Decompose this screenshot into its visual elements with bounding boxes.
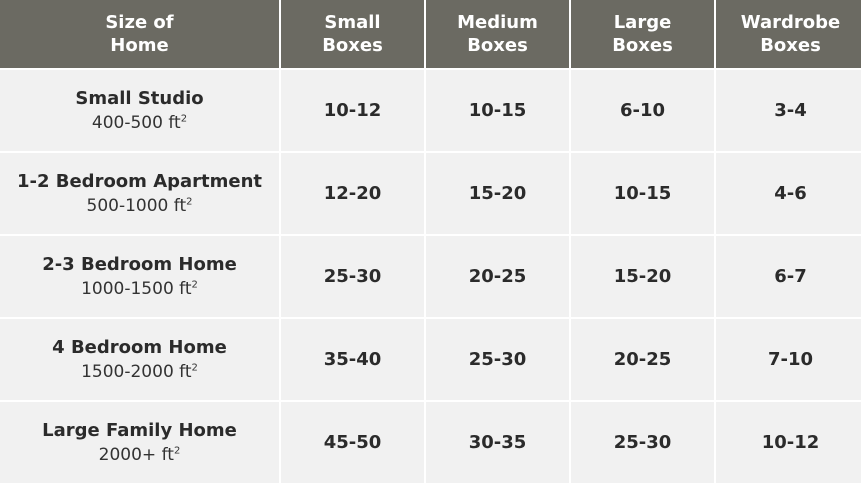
large-boxes-count: 6-10 [571,70,714,151]
wardrobe-boxes-count: 4-6 [716,153,861,234]
home-type: Large Family Home [42,419,237,441]
medium-boxes-count: 25-30 [426,319,569,400]
header-wardrobe-boxes: Wardrobe Boxes [716,0,861,68]
header-size-of-home: Size of Home [0,0,279,68]
medium-boxes-count: 10-15 [426,70,569,151]
small-boxes-count: 45-50 [281,402,424,483]
small-boxes-count: 12-20 [281,153,424,234]
large-boxes-count: 15-20 [571,236,714,317]
row-home-cell: Large Family Home 2000+ ft2 [0,402,279,483]
row-home-cell: 1-2 Bedroom Apartment 500-1000 ft2 [0,153,279,234]
wardrobe-boxes-count: 3-4 [716,70,861,151]
wardrobe-boxes-count: 10-12 [716,402,861,483]
wardrobe-boxes-count: 7-10 [716,319,861,400]
row-home-cell: 4 Bedroom Home 1500-2000 ft2 [0,319,279,400]
header-large-boxes: Large Boxes [571,0,714,68]
small-boxes-count: 35-40 [281,319,424,400]
home-type: 2-3 Bedroom Home [42,253,237,275]
large-boxes-count: 10-15 [571,153,714,234]
home-type: Small Studio [75,87,204,109]
large-boxes-count: 20-25 [571,319,714,400]
medium-boxes-count: 30-35 [426,402,569,483]
row-home-cell: Small Studio 400-500 ft2 [0,70,279,151]
home-type: 1-2 Bedroom Apartment [16,170,263,192]
wardrobe-boxes-count: 6-7 [716,236,861,317]
small-boxes-count: 25-30 [281,236,424,317]
small-boxes-count: 10-12 [281,70,424,151]
medium-boxes-count: 20-25 [426,236,569,317]
header-small-boxes: Small Boxes [281,0,424,68]
medium-boxes-count: 15-20 [426,153,569,234]
home-area: 1500-2000 ft2 [81,361,198,382]
home-area: 500-1000 ft2 [86,195,193,216]
home-area: 1000-1500 ft2 [81,278,198,299]
header-medium-boxes: Medium Boxes [426,0,569,68]
large-boxes-count: 25-30 [571,402,714,483]
home-area: 400-500 ft2 [91,112,188,133]
row-home-cell: 2-3 Bedroom Home 1000-1500 ft2 [0,236,279,317]
home-area: 2000+ ft2 [98,444,181,465]
home-type: 4 Bedroom Home [52,336,227,358]
